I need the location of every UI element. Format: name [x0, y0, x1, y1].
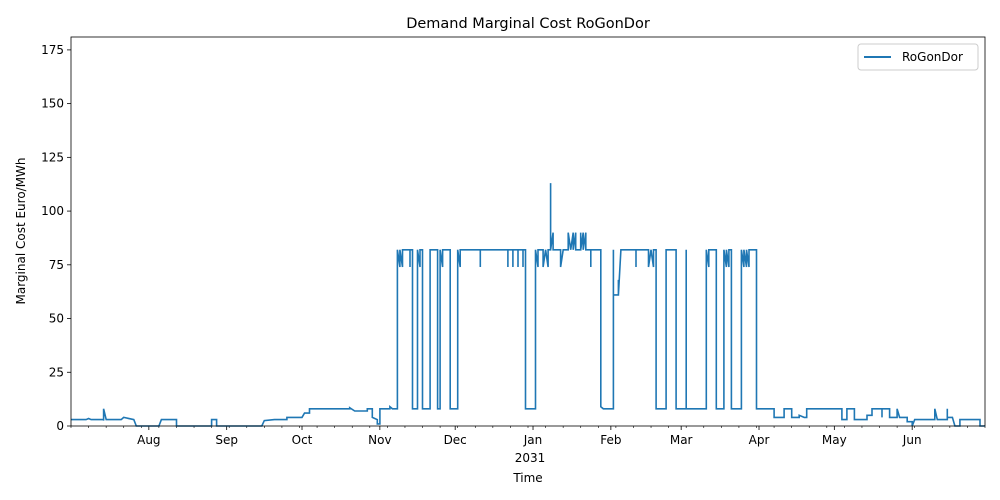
x-tick-label: Dec	[444, 433, 467, 447]
y-tick-label: 100	[41, 204, 64, 218]
x-tick-label: Jun	[902, 433, 922, 447]
legend-entry: RoGonDor	[902, 50, 963, 64]
x-tick-label: Apr	[749, 433, 770, 447]
x-tick-label: Feb	[600, 433, 621, 447]
x-tick-label: Aug	[137, 433, 160, 447]
y-tick-label: 0	[56, 419, 64, 433]
x-tick-label: May	[822, 433, 847, 447]
y-tick-label: 50	[49, 312, 64, 326]
y-tick-label: 75	[49, 258, 64, 272]
x-tick-label: Nov	[368, 433, 391, 447]
x-tick-label: Sep	[215, 433, 238, 447]
plot-frame	[70, 36, 986, 427]
legend-box	[857, 43, 979, 71]
x-tick-label: Jan	[523, 433, 543, 447]
x-axis-year-label: 2031	[515, 451, 546, 465]
x-axis-label: Time	[512, 471, 542, 485]
y-axis-label: Marginal Cost Euro/MWh	[14, 157, 28, 304]
y-tick-label: 150	[41, 97, 64, 111]
y-tick-label: 175	[41, 43, 64, 57]
series-line-0	[71, 183, 985, 427]
y-tick-label: 25	[49, 365, 64, 379]
x-tick-label: Mar	[670, 433, 693, 447]
series-layer	[71, 183, 985, 427]
legend: RoGonDor	[857, 43, 979, 71]
x-axis-ticks: Aug Sep Oct Nov Dec Jan Feb Mar Apr May Jun	[70, 426, 986, 447]
y-tick-label: 125	[41, 150, 64, 164]
y-axis-ticks: 0 25 50 75 100 125 150 175	[41, 43, 71, 433]
x-tick-label: Oct	[292, 433, 313, 447]
chart-title: Demand Marginal Cost RoGonDor	[406, 16, 650, 32]
